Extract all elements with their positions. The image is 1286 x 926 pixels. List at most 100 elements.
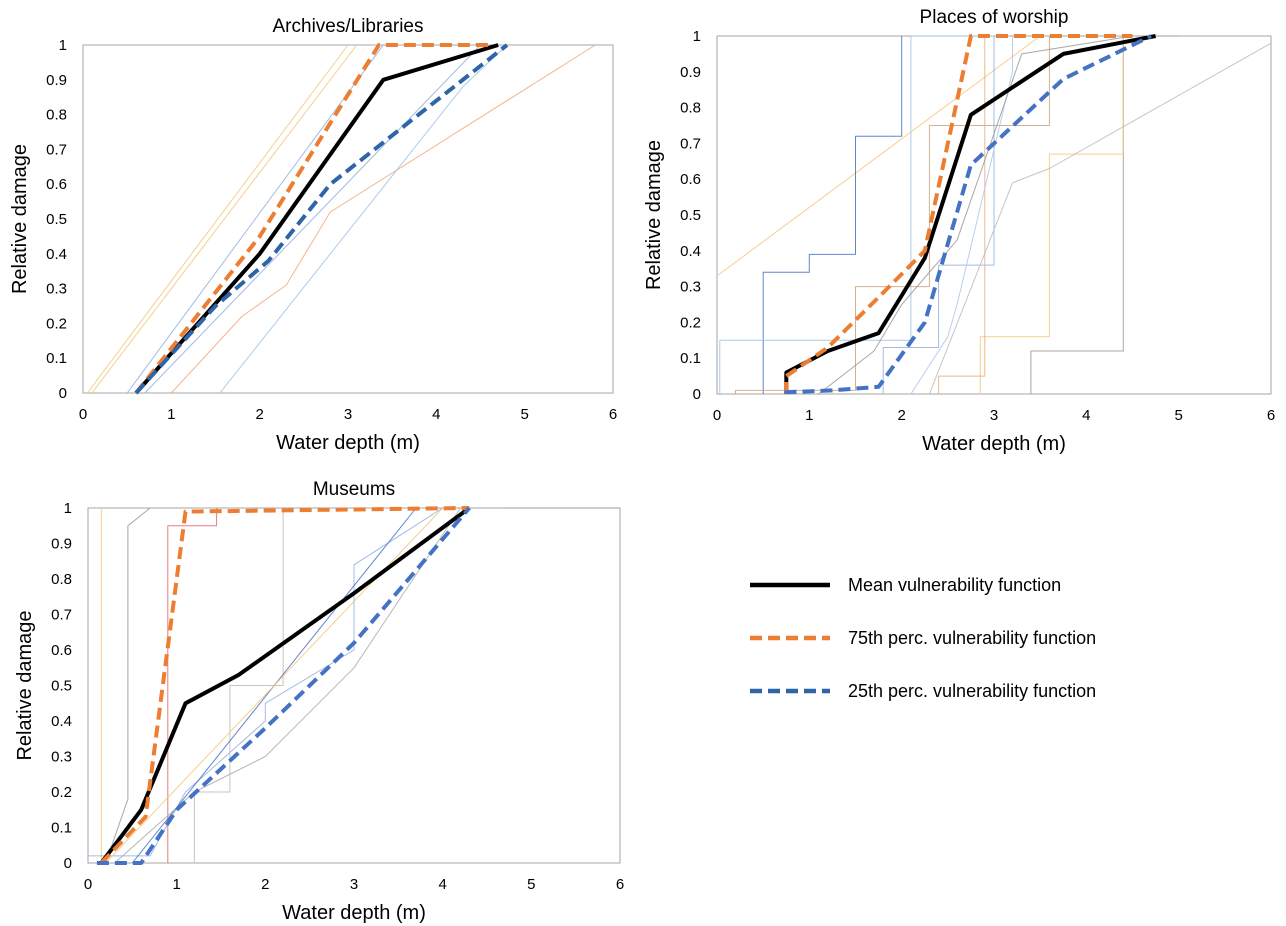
x-tick-label: 0 — [713, 407, 721, 424]
chart-title-worship: Places of worship — [920, 7, 1069, 28]
y-tick-label: 0.8 — [51, 571, 72, 588]
series-line-worship-10 — [928, 42, 1272, 395]
series-line-archives-4 — [91, 44, 358, 394]
y-tick-label: 0.7 — [46, 141, 67, 158]
series-line-worship-3 — [716, 35, 1041, 277]
series-line-museums-10 — [114, 507, 461, 864]
y-tick-label: 0.1 — [680, 350, 701, 367]
x-tick-label: 3 — [990, 407, 998, 424]
y-tick-label: 0.3 — [680, 279, 701, 296]
series-line-worship-1 — [784, 34, 1133, 394]
series-line-worship-6 — [1030, 35, 1179, 394]
y-tick-label: 0.7 — [51, 607, 72, 624]
y-tick-label: 0.6 — [46, 176, 67, 193]
series-line-museums-0 — [99, 506, 471, 865]
x-tick-label: 5 — [1174, 407, 1182, 424]
x-tick-label: 6 — [609, 406, 617, 423]
chart-archives: 0 1 2 3 4 5 6 0 0.1 0.2 0.3 0.4 0.5 0.6 0.7 0.8 0.9 1 Arch… — [9, 16, 617, 454]
x-tick-label: 0 — [79, 406, 87, 423]
y-tick-label: 0.2 — [51, 784, 72, 801]
chart-worship: 0 1 2 3 4 5 6 0 0.1 0.2 0.3 0.4 0.5 0.6 0.7 0.8 0.9 1 Plac… — [643, 7, 1275, 455]
y-tick-label: 0.3 — [46, 281, 67, 298]
y-tick-label: 0.5 — [680, 207, 701, 224]
series-line-archives-2 — [134, 43, 509, 395]
y-tick-label: 0.7 — [680, 135, 701, 152]
y-tick-label: 0.1 — [46, 350, 67, 367]
series-line-museums-9 — [105, 507, 444, 864]
y-tick-label: 0 — [693, 386, 701, 403]
series-line-worship-12 — [910, 36, 1013, 395]
x-tick-label: 4 — [432, 406, 440, 423]
y-axis-label-archives: Relative damage — [9, 144, 31, 294]
x-tick-label: 6 — [616, 876, 624, 893]
x-tick-label: 0 — [84, 876, 92, 893]
series-line-museums-2 — [96, 506, 471, 865]
x-axis-label-museums: Water depth (m) — [282, 902, 426, 924]
series-line-worship-9 — [882, 36, 995, 394]
y-tick-label: 1 — [693, 28, 701, 45]
series-line-museums-5 — [167, 508, 218, 863]
y-tick-label: 0.1 — [51, 820, 72, 837]
series-line-museums-3 — [105, 507, 151, 864]
y-tick-label: 0 — [59, 385, 67, 402]
x-tick-label: 1 — [805, 407, 813, 424]
y-tick-label: 0.5 — [51, 678, 72, 695]
series-line-museums-7 — [88, 507, 443, 857]
series-line-worship-13 — [818, 35, 1133, 395]
x-tick-label: 3 — [344, 406, 352, 423]
y-axis-label-worship: Relative damage — [643, 140, 665, 290]
series-line-archives-6 — [170, 44, 596, 394]
y-tick-label: 0.5 — [46, 211, 67, 228]
y-tick-label: 0.9 — [51, 536, 72, 553]
x-tick-label: 4 — [1082, 407, 1090, 424]
series-line-archives-7 — [219, 44, 508, 394]
series-line-worship-11 — [938, 36, 986, 394]
series-line-worship-7 — [979, 36, 1124, 394]
x-tick-label: 4 — [438, 876, 446, 893]
y-tick-label: 0.4 — [680, 243, 701, 260]
legend-item-mean: Mean vulnerability function — [748, 563, 1268, 616]
x-axis-label-archives: Water depth (m) — [276, 432, 420, 454]
series-line-archives-8 — [144, 44, 481, 394]
series-line-museums-1 — [99, 506, 470, 865]
series-line-worship-8 — [735, 36, 1050, 394]
y-tick-label: 0.2 — [46, 315, 67, 332]
y-tick-label: 1 — [64, 500, 72, 517]
y-tick-label: 0.9 — [46, 72, 67, 89]
chart-museums: 0 1 2 3 4 5 6 0 0.1 0.2 0.3 0.4 0.5 0.6 0.7 0.8 0.9 1 Muse… — [14, 479, 624, 924]
y-tick-label: 0.4 — [46, 246, 67, 263]
series-line-worship-4 — [762, 36, 903, 394]
y-tick-label: 1 — [59, 37, 67, 54]
series-line-archives-3 — [86, 44, 349, 394]
y-tick-label: 0 — [64, 855, 72, 872]
legend-swatch-mean — [750, 582, 830, 588]
y-tick-label: 0.8 — [680, 100, 701, 117]
x-tick-label: 5 — [520, 406, 528, 423]
y-tick-label: 0.9 — [680, 64, 701, 81]
series-line-archives-5 — [126, 44, 384, 394]
series-line-worship-2 — [784, 34, 1152, 395]
x-tick-label: 2 — [897, 407, 905, 424]
y-axis-label-museums: Relative damage — [14, 610, 36, 760]
y-tick-label: 0.2 — [680, 314, 701, 331]
legend-item-p25: 25th perc. vulnerability function — [748, 669, 1268, 722]
x-tick-label: 2 — [261, 876, 269, 893]
y-tick-label: 0.6 — [680, 171, 701, 188]
x-axis-label-worship: Water depth (m) — [922, 433, 1066, 455]
legend-swatch-p75 — [750, 635, 830, 641]
x-tick-label: 2 — [255, 406, 263, 423]
chart-title-museums: Museums — [313, 479, 395, 500]
chart-title-archives: Archives/Libraries — [273, 16, 424, 37]
x-tick-label: 3 — [350, 876, 358, 893]
legend-item-p75: 75th perc. vulnerability function — [748, 616, 1268, 669]
legend-swatch-p25 — [750, 688, 830, 694]
y-tick-label: 0.6 — [51, 642, 72, 659]
legend-label-mean: Mean vulnerability function — [848, 575, 1062, 595]
x-tick-label: 1 — [167, 406, 175, 423]
y-tick-label: 0.4 — [51, 713, 72, 730]
x-tick-label: 6 — [1267, 407, 1275, 424]
x-tick-label: 1 — [172, 876, 180, 893]
legend: Mean vulnerability function 75th perc. v… — [748, 563, 1268, 722]
series-line-museums-6 — [193, 508, 284, 863]
